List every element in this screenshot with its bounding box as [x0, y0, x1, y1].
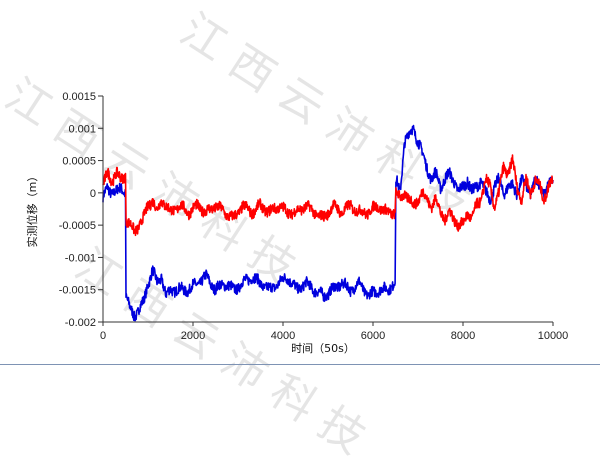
y-tick-label: 0.0005 — [62, 156, 96, 168]
x-tick-label: 6000 — [361, 330, 385, 342]
x-tick-label: 2000 — [181, 330, 205, 342]
x-tick-label: 0 — [100, 330, 106, 342]
y-tick-label: -0.001 — [65, 252, 96, 264]
x-axis-ticks: 0 2000 4000 6000 8000 10000 — [100, 322, 568, 342]
y-tick-label: 0 — [90, 188, 96, 200]
x-tick-label: 4000 — [271, 330, 295, 342]
x-tick-label: 10000 — [538, 330, 569, 342]
y-tick-label: 0.001 — [68, 123, 96, 135]
line-chart: 0.0015 0.001 0.0005 0 -0.0005 -0.001 -0.0015 -0… — [25, 91, 568, 355]
series-line-blue — [102, 124, 554, 322]
y-tick-label: -0.0005 — [59, 220, 96, 232]
y-tick-label: 0.0015 — [62, 91, 96, 103]
y-axis-title: 实测位移（m） — [25, 171, 39, 248]
y-axis-ticks: 0.0015 0.001 0.0005 0 -0.0005 -0.001 -0.0015 -0… — [59, 91, 103, 329]
x-tick-label: 8000 — [451, 330, 475, 342]
bottom-divider — [0, 364, 600, 365]
x-axis-title: 时间（50s） — [291, 342, 355, 355]
axes: 0.0015 0.001 0.0005 0 -0.0005 -0.001 -0.0015 -0… — [25, 91, 568, 355]
y-tick-label: -0.0015 — [59, 285, 96, 297]
y-tick-label: -0.002 — [65, 317, 96, 329]
series-line-red — [102, 154, 554, 237]
plot-area — [102, 124, 554, 322]
